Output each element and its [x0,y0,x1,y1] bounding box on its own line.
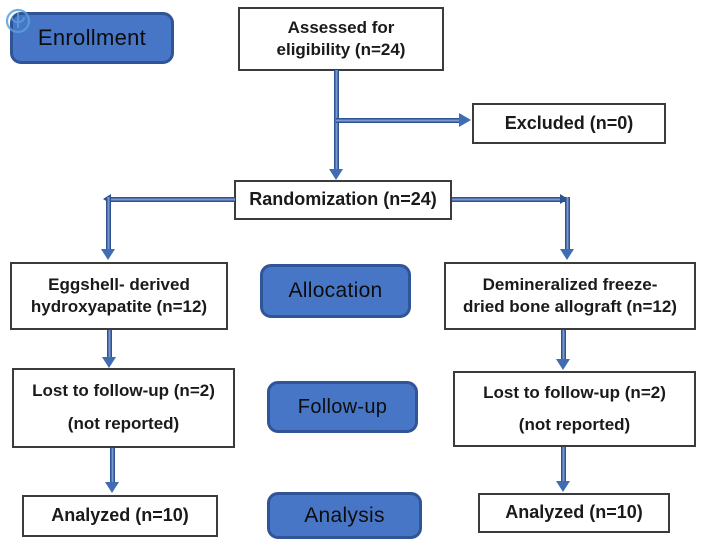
arrowhead-right-icon [560,194,568,204]
stage-allocation: Allocation [260,264,411,318]
arrow-left-followup-to-analyzed [110,448,115,483]
arrowhead-down-icon [556,359,570,370]
arrowhead-down-icon [105,482,119,493]
arrow-randomization-left-horizontal [106,197,235,202]
left-followup-line-2: (not reported) [67,414,180,434]
left-followup-box: Lost to follow-up (n=2) (not reported) [12,368,235,448]
assessed-line-1: Assessed for [287,17,395,37]
arrowhead-down-icon [102,357,116,368]
stage-analysis-label: Analysis [304,503,385,527]
stage-enrollment: Enrollment [10,12,174,64]
arrowhead-down-icon [101,249,115,260]
arrowhead-down-icon [560,249,574,260]
assessed-line-2: eligibility (n=24) [276,40,406,59]
arrow-randomization-right-horizontal [452,197,570,202]
assessed-eligibility-box: Assessed for eligibility (n=24) [238,7,444,71]
stage-follow-up-label: Follow-up [297,395,388,418]
right-analyzed-label: Analyzed (n=10) [505,502,643,523]
arrow-to-excluded [336,118,459,123]
arrow-randomization-left-vertical [106,197,111,250]
excluded-box: Excluded (n=0) [472,103,666,144]
arrow-left-allocation-to-followup [107,330,112,358]
excluded-label: Excluded (n=0) [504,112,634,133]
right-allocation-box: Demineralized freeze- dried bone allogra… [444,262,696,330]
left-analyzed-box: Analyzed (n=10) [22,495,218,537]
stage-analysis: Analysis [267,492,422,539]
left-allocation-line-2: hydroxyapatite (n=12) [30,297,208,316]
right-allocation-line-1: Demineralized freeze- [482,274,658,294]
stage-follow-up: Follow-up [267,381,418,433]
arrowhead-down-icon [329,169,343,180]
right-followup-box: Lost to follow-up (n=2) (not reported) [453,371,696,447]
right-followup-line-1: Lost to follow-up (n=2) [483,383,666,403]
right-analyzed-box: Analyzed (n=10) [478,493,670,533]
stage-allocation-label: Allocation [288,279,383,302]
stage-enrollment-label: Enrollment [37,25,147,50]
arrow-right-followup-to-analyzed [561,447,566,482]
arrow-right-allocation-to-followup [561,330,566,360]
left-allocation-line-1: Eggshell- derived [48,274,190,294]
right-followup-line-2: (not reported) [518,414,631,434]
arrowhead-right-icon [459,113,471,127]
arrowhead-down-icon [556,481,570,492]
left-followup-line-1: Lost to follow-up (n=2) [32,381,215,401]
left-analyzed-label: Analyzed (n=10) [51,505,189,526]
randomization-label: Randomization (n=24) [249,189,437,210]
right-allocation-line-2: dried bone allograft (n=12) [463,297,677,316]
randomization-box: Randomization (n=24) [234,180,452,220]
left-allocation-box: Eggshell- derived hydroxyapatite (n=12) [10,262,228,330]
arrow-randomization-right-vertical [565,197,570,250]
